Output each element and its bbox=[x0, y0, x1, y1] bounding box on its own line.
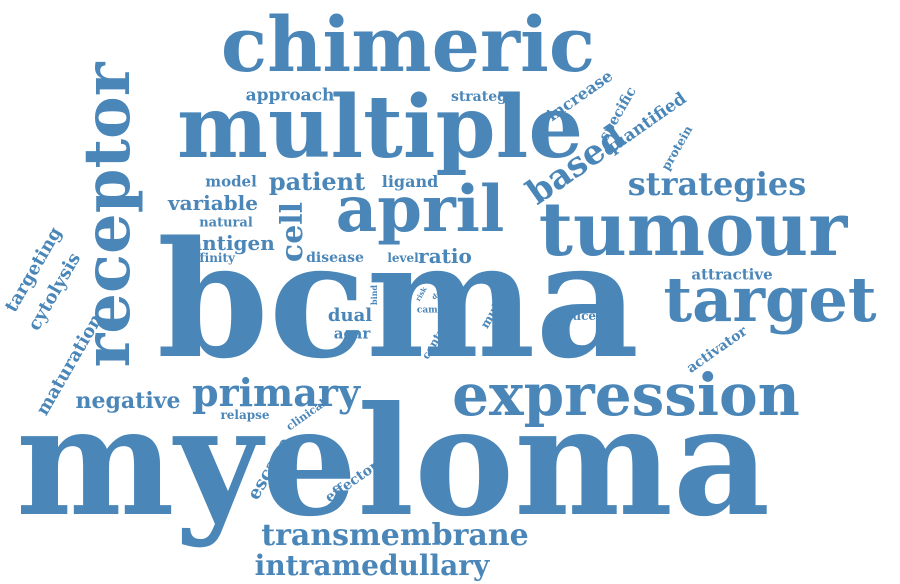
word-negative: negative bbox=[75, 388, 181, 414]
word-transmembrane: transmembrane bbox=[261, 518, 529, 553]
word-bind: bind bbox=[369, 284, 379, 306]
word-variable: variable bbox=[168, 191, 258, 215]
word-attractive: attractive bbox=[691, 265, 773, 284]
word-affinity: affinity bbox=[187, 251, 235, 265]
word-myeloma: myeloma bbox=[15, 374, 771, 550]
word-multiple: multiple bbox=[176, 77, 584, 178]
word-natural: natural bbox=[199, 215, 253, 231]
word-level: level bbox=[387, 251, 419, 265]
word-expression: expression bbox=[452, 361, 800, 429]
word-april: april bbox=[335, 172, 505, 247]
word-chimeric: chimeric bbox=[220, 0, 596, 89]
word-ratio: ratio bbox=[418, 244, 472, 268]
word-strategies: strategies bbox=[627, 165, 807, 203]
word-target: target bbox=[663, 263, 877, 336]
word-reduce: reduce bbox=[549, 309, 597, 323]
word-dual: dual bbox=[327, 305, 373, 326]
word-ligand: ligand bbox=[381, 172, 439, 191]
word-model: model bbox=[205, 172, 257, 191]
word-strategy: strategy bbox=[450, 89, 516, 105]
word-intramedullary: intramedullary bbox=[254, 549, 490, 582]
word-cell: cell bbox=[275, 201, 310, 263]
word-primary: primary bbox=[192, 370, 360, 415]
word-acar: acar bbox=[333, 324, 371, 343]
word-bcma: bcma bbox=[156, 206, 640, 394]
word-tumour: tumour bbox=[538, 187, 848, 273]
word-antigen: antigen bbox=[189, 231, 275, 255]
word-disease: disease bbox=[306, 250, 364, 266]
word-relapse: relapse bbox=[220, 408, 270, 422]
word-patient: patient bbox=[268, 167, 366, 196]
word-caml: caml bbox=[416, 305, 442, 316]
word-approach: approach bbox=[245, 85, 335, 106]
